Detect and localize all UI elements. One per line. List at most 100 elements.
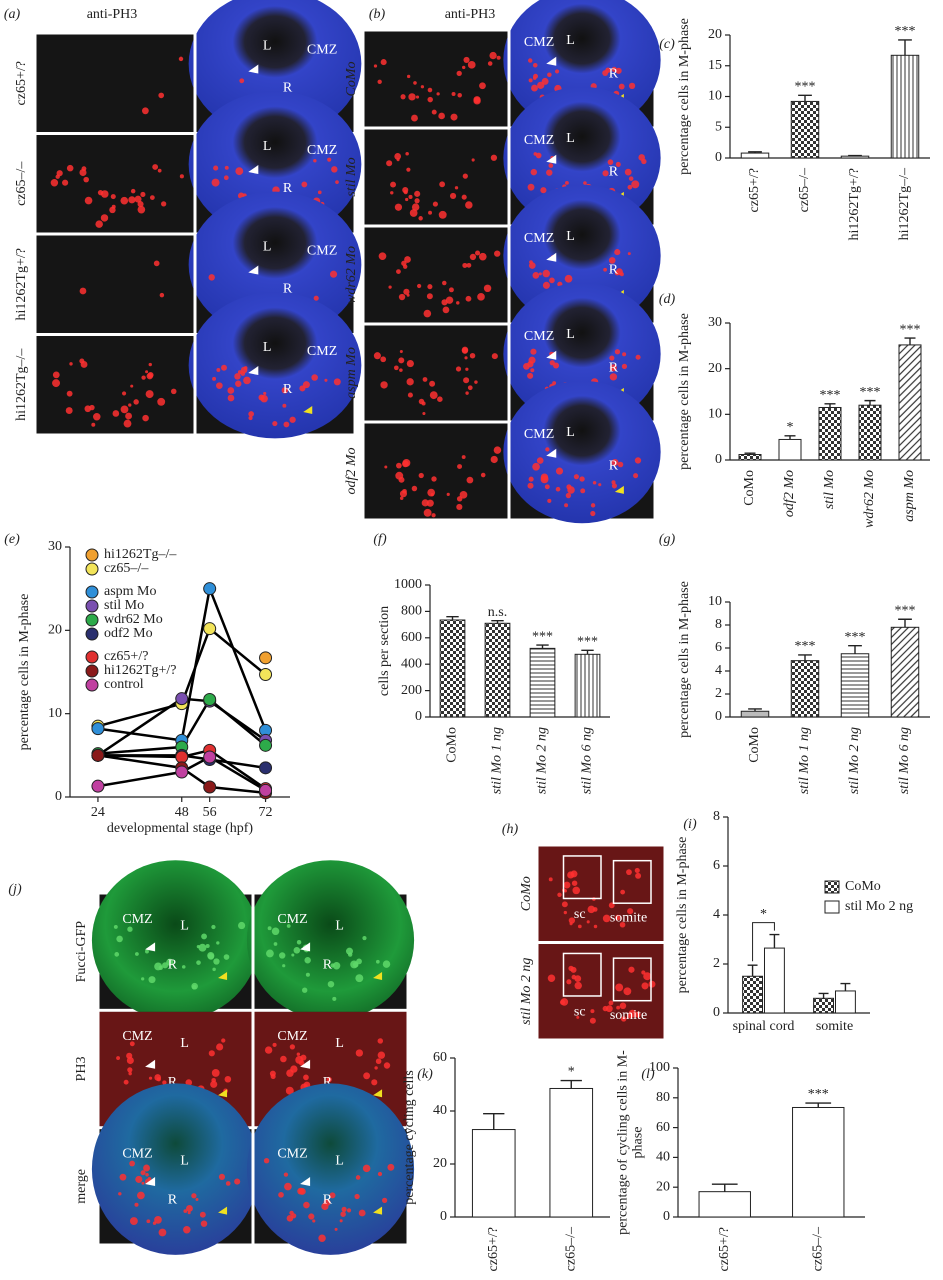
dapi-stain (188, 292, 362, 439)
row-label: cz65+/? (14, 61, 29, 105)
ph3-signal (628, 966, 635, 973)
ph3-signal (195, 1198, 199, 1202)
ph3-signal (422, 411, 426, 416)
ph3-signal (571, 880, 578, 886)
ph3-signal (145, 949, 149, 954)
error-bar (898, 39, 912, 56)
ph3-signal (619, 921, 626, 928)
row-label: merge (74, 1169, 89, 1204)
bar (484, 622, 511, 718)
ph3-signal (158, 965, 163, 970)
ph3-signal (285, 1086, 294, 1095)
y-tick-label: 0 (663, 1209, 670, 1224)
y-tick-label: 6 (715, 640, 722, 655)
arrowhead-white (546, 154, 557, 164)
region-label: CMZ (524, 35, 554, 50)
ph3-signal (308, 1213, 315, 1220)
ph3-signal (127, 926, 133, 932)
ph3-signal (467, 385, 473, 391)
error-bar (747, 964, 758, 977)
significance-label: *** (895, 24, 916, 39)
ph3-signal (406, 378, 414, 386)
ph3-signal (267, 926, 272, 931)
ph3-signal (225, 1181, 231, 1186)
arrowhead-white (145, 1177, 156, 1187)
row-label: stil Mo 2 ng (519, 958, 534, 1025)
x-tick-label: cz65–/– (810, 1226, 825, 1271)
error-bar (898, 618, 912, 628)
ph3-signal (587, 905, 596, 914)
ph3-signal (611, 458, 619, 466)
point (91, 748, 105, 762)
ph3-signal (380, 381, 388, 389)
ph3-signal (355, 974, 364, 983)
y-tick-label: 0 (415, 709, 422, 724)
ph3-signal (408, 194, 413, 200)
x-tick-label: CoMo (445, 727, 460, 763)
ph3-signal (296, 1052, 301, 1056)
ph3-signal (300, 1054, 307, 1061)
ph3-signal (345, 947, 354, 955)
ph3-signal (187, 1211, 191, 1215)
series-line (97, 697, 267, 757)
roi-box (562, 952, 602, 997)
arrowhead-yellow (303, 406, 313, 415)
point (203, 582, 217, 596)
ph3-signal (388, 285, 392, 289)
point (175, 692, 189, 706)
ph3-signal (530, 348, 537, 355)
ph3-signal (373, 64, 378, 68)
ph3-signal (399, 490, 408, 498)
ph3-signal (465, 367, 469, 371)
ph3-signal (313, 295, 319, 301)
ph3-signal (451, 91, 456, 96)
micrograph (364, 325, 508, 421)
ph3-signal (633, 473, 639, 479)
ph3-signal (340, 1211, 346, 1217)
ph3-signal (390, 191, 394, 195)
point (91, 779, 105, 793)
ph3-signal (614, 349, 621, 355)
x-tick-label: stil Mo 1 ng (797, 727, 812, 794)
ph3-signal (243, 376, 251, 385)
ph3-signal (213, 958, 220, 965)
region-label: R (168, 958, 178, 973)
arrowhead-yellow (218, 1089, 228, 1098)
region-label: CMZ (277, 1147, 307, 1162)
y-tick-label: 10 (708, 407, 722, 422)
x-tick-label: stil Mo 6 ng (580, 727, 595, 794)
ph3-signal (133, 399, 139, 405)
ph3-signal (113, 924, 118, 929)
ph3-signal (426, 293, 433, 300)
y-axis-label: percentage cells in M-phase (17, 594, 32, 751)
ph3-signal (527, 372, 534, 379)
ph3-signal (121, 391, 127, 396)
ph3-signal (590, 503, 596, 508)
ph3-signal (112, 410, 120, 417)
ph3-signal (147, 1176, 152, 1181)
ph3-signal (390, 181, 397, 188)
significance-label: * (787, 420, 794, 435)
y-tick-label: 60 (433, 1050, 447, 1065)
ph3-signal (628, 1009, 637, 1018)
region-label: R (323, 1075, 333, 1090)
error-bar (848, 154, 862, 157)
ph3-signal (119, 1173, 127, 1181)
ph3-signal (346, 1208, 352, 1213)
ph3-signal (540, 187, 547, 194)
micrograph (364, 227, 508, 323)
ph3-signal (157, 168, 162, 173)
ph3-signal (141, 977, 145, 981)
ph3-signal (459, 490, 468, 499)
ph3-signal (631, 180, 640, 189)
ph3-signal (221, 1038, 226, 1043)
ph3-signal (141, 1181, 145, 1185)
ph3-signal (332, 996, 337, 1001)
ph3-signal (456, 70, 462, 77)
ph3-signal (615, 983, 624, 992)
panel-label: (g) (659, 532, 676, 547)
panel-label: (k) (417, 1067, 433, 1082)
panel-label: (d) (659, 292, 676, 307)
micrograph (364, 423, 508, 519)
x-tick-label: CoMo (742, 470, 757, 506)
